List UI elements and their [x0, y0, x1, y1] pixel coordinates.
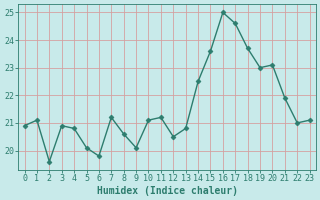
X-axis label: Humidex (Indice chaleur): Humidex (Indice chaleur) [97, 186, 237, 196]
